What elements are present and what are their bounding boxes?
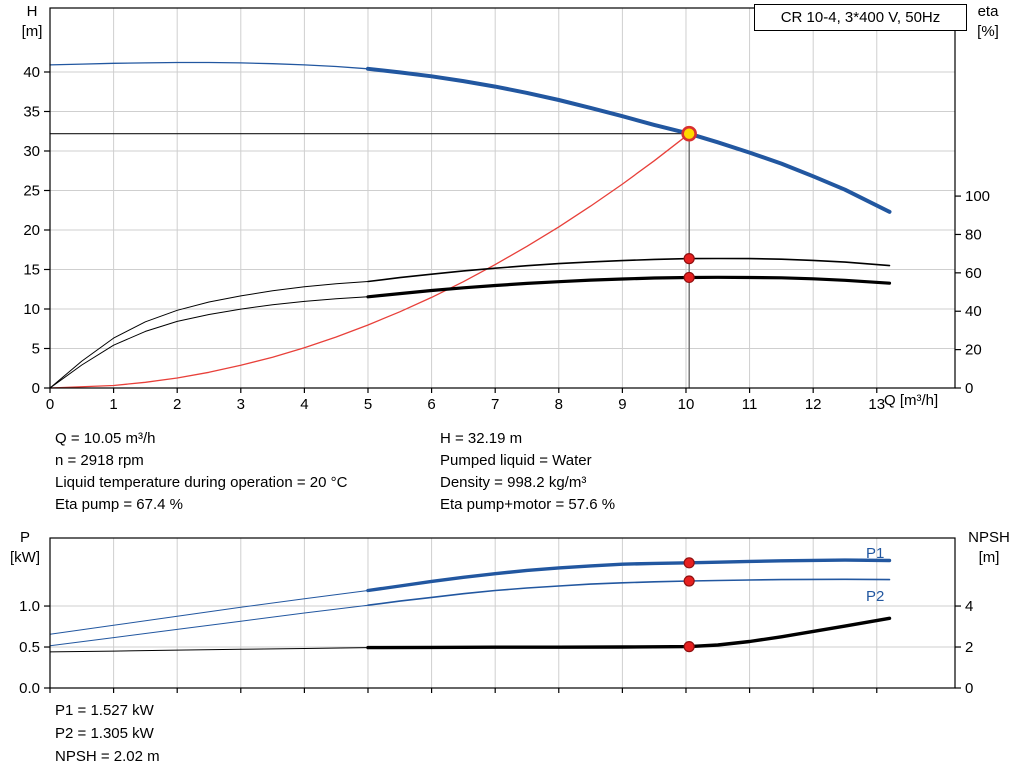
qh-eta-chart-tick-label: 9 (618, 396, 626, 413)
qh-eta-chart-tick-label: 10 (678, 396, 695, 413)
qh-eta-chart-tick-label: 0 (46, 396, 54, 413)
qh-eta-chart-tick-label: 0 (32, 380, 40, 397)
qh-eta-chart-tick-label: 8 (555, 396, 563, 413)
qh-eta-chart-tick-label: 3 (237, 396, 245, 413)
npsh-curve (366, 616, 892, 650)
result-block: P1 = 1.527 kW P2 = 1.305 kW NPSH = 2.02 … (55, 699, 160, 768)
npsh-duty-dot (683, 641, 695, 653)
p2-curve (367, 578, 891, 607)
qh-eta-chart-tick-label: 5 (32, 340, 40, 357)
eta-pump-curve (367, 257, 891, 283)
result-p1: P1 = 1.527 kW (55, 702, 154, 719)
eta-axis-symbol: eta (977, 3, 999, 20)
p2-curve-label: P2 (866, 588, 884, 605)
qh-eta-chart-frame (49, 7, 956, 389)
qh-eta-chart-tick-label: 10 (23, 301, 40, 318)
info-flow: Q = 10.05 m³/h (55, 430, 156, 447)
qh-eta-chart-tick-label: 4 (300, 396, 308, 413)
qh-eta-chart-tick-label: 20 (965, 342, 982, 359)
qh-eta-chart-tick-label: 0 (965, 380, 973, 397)
qh-eta-chart-tick-label: 13 (868, 396, 885, 413)
p-axis-unit: [kW] (10, 549, 40, 566)
info-pumped-liquid: Pumped liquid = Water (440, 452, 592, 469)
power-npsh-chart-tick-label: 1.0 (19, 598, 40, 615)
eta-pump-duty-dot (683, 253, 695, 265)
info-speed: n = 2918 rpm (55, 452, 144, 469)
system-curve (49, 133, 690, 389)
power-npsh-chart-frame (49, 537, 956, 689)
power-npsh-chart-tick-label: 0 (965, 680, 973, 697)
p1-curve-extended (49, 590, 369, 635)
qh-eta-chart-tick-label: 80 (965, 226, 982, 243)
duty-point (681, 125, 697, 142)
qh-eta-chart-tick-label: 11 (742, 396, 758, 413)
qh-eta-chart-tick-label: 15 (23, 261, 40, 278)
info-head: H = 32.19 m (440, 430, 523, 447)
power-npsh-chart: 0.0 0.5 1.0 0 2 4 P1 P2 (19, 537, 973, 697)
p-axis-label: P [kW] (2, 528, 48, 568)
eta-pump-motor-curve (366, 275, 892, 299)
result-npsh: NPSH = 2.02 m (55, 748, 160, 765)
info-density: Density = 998.2 kg/m³ (440, 474, 587, 491)
info-liquid-temperature: Liquid temperature during operation = 20… (55, 474, 348, 491)
qh-eta-chart-tick-label: 60 (965, 265, 982, 282)
power-npsh-chart-tick-label: 0.0 (19, 680, 40, 697)
info-eta-pump: Eta pump = 67.4 % (55, 496, 183, 513)
qh-eta-chart-tick-label: 6 (427, 396, 435, 413)
p-axis-symbol: P (19, 529, 30, 546)
p2-curve-extended (49, 604, 369, 647)
qh-eta-chart-tick-label: 1 (109, 396, 117, 413)
qh-eta-chart-tick-label: 2 (173, 396, 181, 413)
eta-axis-unit: [%] (977, 23, 999, 40)
h-axis-unit: [m] (21, 23, 43, 40)
head-curve-extended (49, 61, 369, 70)
duty-info-col2: H = 32.19 m Pumped liquid = Water Densit… (440, 428, 615, 516)
p1-curve (366, 558, 892, 593)
npsh-axis-symbol: NPSH (968, 529, 1010, 546)
qh-eta-chart-tick-label: 5 (364, 396, 372, 413)
p1-curve-label: P1 (866, 545, 884, 562)
result-p2: P2 = 1.305 kW (55, 725, 154, 742)
qh-eta-chart-tick-label: 30 (23, 143, 40, 160)
qh-eta-chart-tick-label: 35 (23, 103, 40, 120)
qh-eta-chart-tick-label: 25 (23, 182, 40, 199)
npsh-axis-unit: [m] (978, 549, 1000, 566)
qh-eta-chart-tick-label: 40 (965, 303, 982, 320)
power-npsh-chart-tick-label: 4 (965, 598, 973, 615)
eta-pump-motor-curve-extended (49, 296, 369, 389)
qh-eta-chart-tick-label: 7 (491, 396, 499, 413)
qh-eta-chart-tick-label: 20 (23, 222, 40, 239)
power-npsh-chart-tick-label: 2 (965, 639, 973, 656)
p1-duty-dot (683, 557, 695, 569)
qh-eta-chart-tick-label: 12 (805, 396, 822, 413)
duty-info-col1: Q = 10.05 m³/h n = 2918 rpm Liquid tempe… (55, 428, 347, 516)
info-eta-pump-motor: Eta pump+motor = 57.6 % (440, 496, 616, 513)
qh-eta-chart-tick-label: 40 (23, 64, 40, 81)
eta-pump-motor-duty-dot (683, 271, 695, 284)
h-axis-symbol: H (26, 3, 38, 20)
qh-eta-chart-tick-label: 100 (965, 188, 990, 205)
p2-duty-dot (683, 575, 695, 587)
q-axis-label: Q [m³/h] (884, 392, 939, 409)
pump-title-box: CR 10-4, 3*400 V, 50Hz (754, 4, 967, 31)
power-npsh-chart-tick-label: 0.5 (19, 639, 40, 656)
h-axis-label: H [m] (12, 2, 52, 42)
npsh-curve-extended (49, 647, 369, 653)
eta-axis-label: eta [%] (964, 2, 1012, 42)
head-curve (366, 66, 892, 214)
qh-eta-chart: 0 1 2 3 4 5 6 7 8 9 10 11 12 130510152025303540020406… (23, 7, 990, 413)
eta-pump-curve-extended (49, 281, 369, 389)
npsh-axis-label: NPSH [m] (958, 528, 1020, 568)
